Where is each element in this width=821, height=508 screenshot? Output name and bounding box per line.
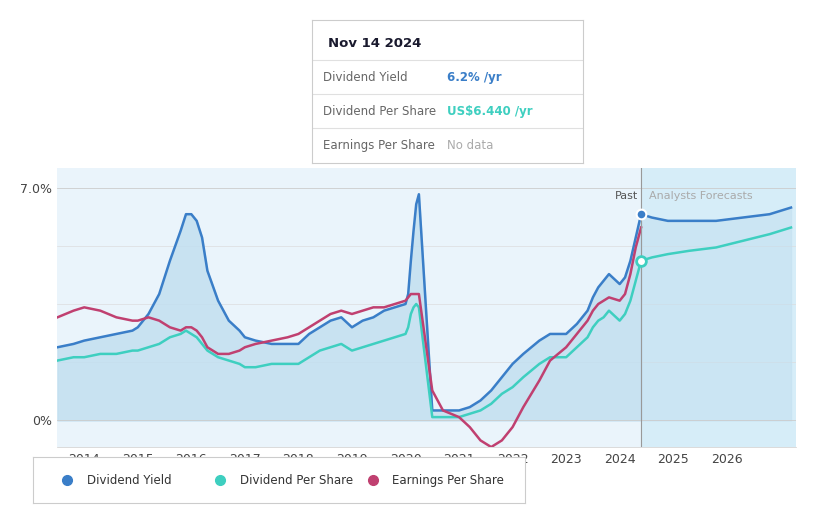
Text: US$6.440 /yr: US$6.440 /yr — [447, 105, 533, 118]
Text: Analysts Forecasts: Analysts Forecasts — [649, 191, 753, 201]
Text: Dividend Yield: Dividend Yield — [87, 473, 172, 487]
Text: Dividend Per Share: Dividend Per Share — [240, 473, 353, 487]
Text: Dividend Yield: Dividend Yield — [323, 71, 407, 84]
Text: Dividend Per Share: Dividend Per Share — [323, 105, 436, 118]
Text: Earnings Per Share: Earnings Per Share — [323, 139, 434, 152]
Bar — [641, 168, 796, 447]
Text: Earnings Per Share: Earnings Per Share — [392, 473, 504, 487]
Text: No data: No data — [447, 139, 493, 152]
Text: Nov 14 2024: Nov 14 2024 — [328, 38, 422, 50]
Text: Past: Past — [615, 191, 638, 201]
Text: 6.2% /yr: 6.2% /yr — [447, 71, 502, 84]
